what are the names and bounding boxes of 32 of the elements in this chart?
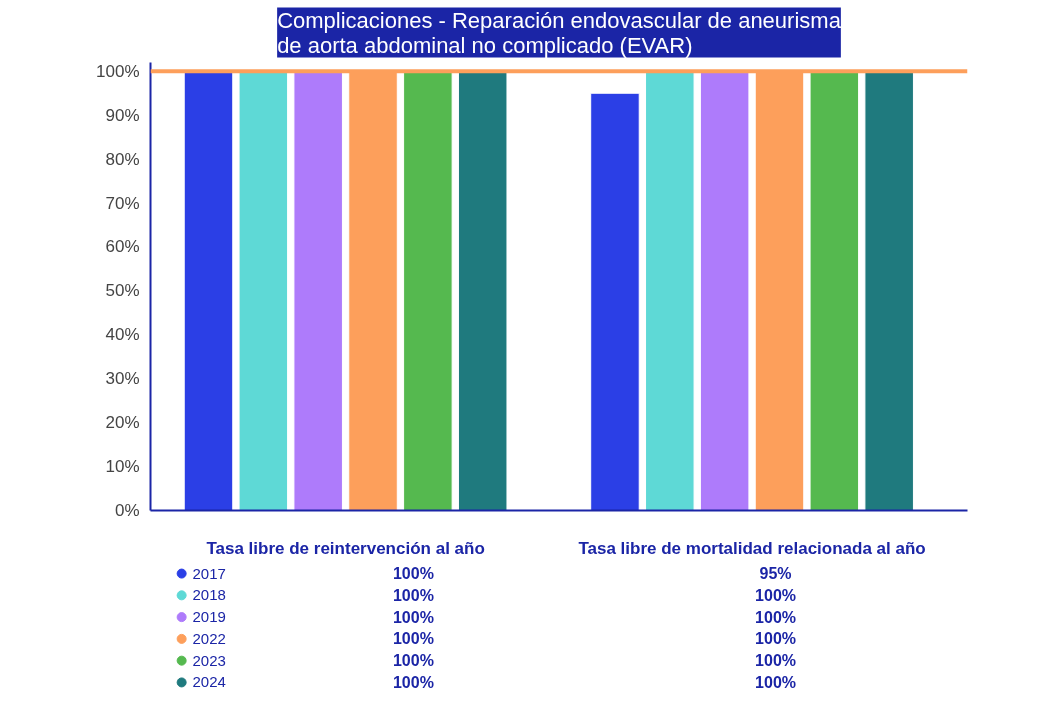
y-tick-label: 90% bbox=[105, 105, 140, 125]
legend-label: 2019 bbox=[192, 608, 226, 626]
data-label: 100% bbox=[755, 630, 797, 648]
legend-label: 2023 bbox=[192, 651, 226, 669]
y-tick-label: 50% bbox=[105, 281, 140, 301]
y-tick-label: 60% bbox=[105, 237, 140, 257]
legend-label: 2018 bbox=[192, 586, 226, 604]
data-label: 100% bbox=[755, 673, 797, 691]
y-tick-label: 20% bbox=[105, 413, 140, 433]
legend-label: 2024 bbox=[192, 673, 226, 691]
data-label: 100% bbox=[392, 586, 434, 604]
x-tick-label: Tasa libre de mortalidad relacionada al año bbox=[578, 538, 926, 558]
data-label: 95% bbox=[759, 565, 792, 583]
y-tick-label: 80% bbox=[105, 149, 140, 169]
data-label: 100% bbox=[392, 608, 434, 626]
y-tick-label: 10% bbox=[105, 457, 140, 477]
x-tick-label: Tasa libre de reintervención al año bbox=[206, 538, 485, 558]
data-label: 100% bbox=[392, 565, 434, 583]
legend-label: 2017 bbox=[192, 564, 226, 582]
data-label: 100% bbox=[392, 673, 434, 691]
y-tick-label: 30% bbox=[105, 369, 140, 389]
legend-label: 2022 bbox=[192, 629, 226, 647]
y-tick-label: 100% bbox=[96, 61, 140, 81]
data-label: 100% bbox=[755, 652, 797, 670]
y-tick-label: 40% bbox=[105, 325, 140, 345]
y-tick-label: 0% bbox=[114, 501, 140, 520]
y-tick-label: 70% bbox=[105, 193, 140, 213]
data-label: 100% bbox=[755, 586, 797, 604]
data-label: 100% bbox=[392, 630, 434, 648]
chart-title: Complicaciones - Reparación endovascular de aneurisma de aorta abdominal no complicado (EVAR) bbox=[277, 7, 842, 58]
data-label: 100% bbox=[755, 608, 797, 626]
data-label: 100% bbox=[392, 652, 434, 670]
